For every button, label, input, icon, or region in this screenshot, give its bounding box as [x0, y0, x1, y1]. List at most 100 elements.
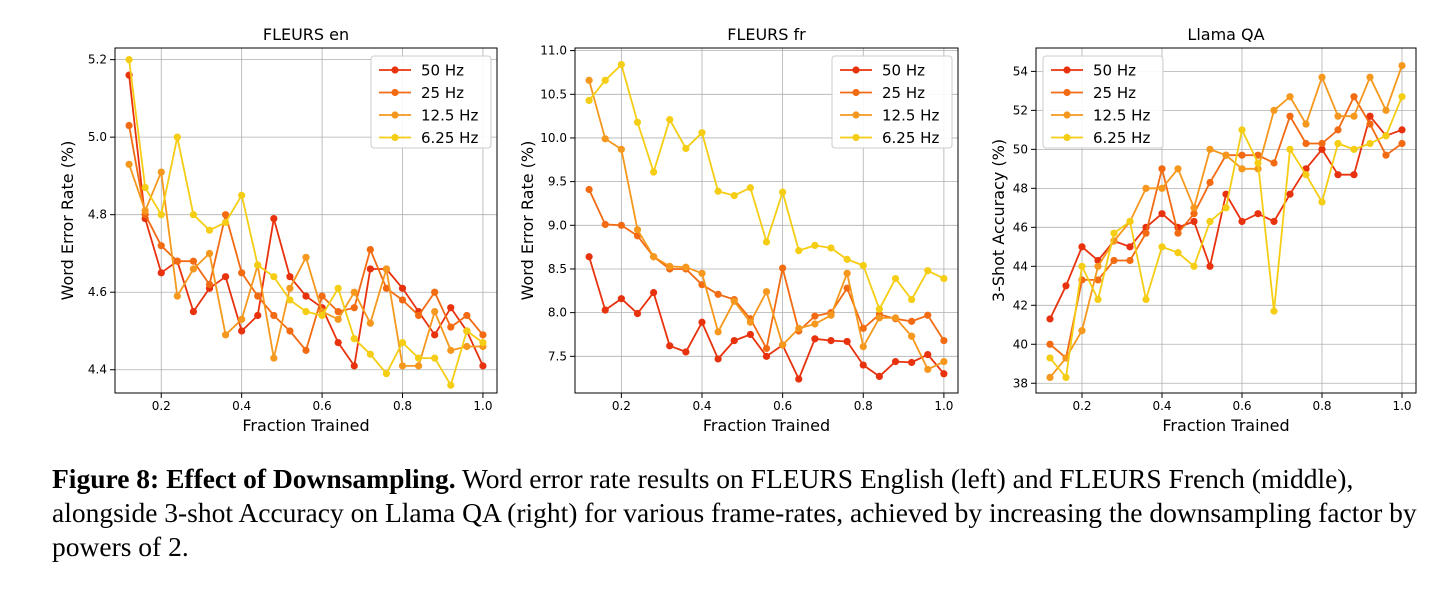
- data-point: [730, 336, 738, 345]
- y-tick-label: 5.0: [88, 130, 107, 144]
- legend-marker: [1063, 66, 1071, 74]
- data-point: [1206, 217, 1214, 226]
- data-point: [238, 315, 246, 323]
- y-tick-label: 9.5: [548, 175, 567, 189]
- data-point: [221, 273, 230, 281]
- data-point: [633, 309, 642, 318]
- legend-label: 25 Hz: [882, 84, 925, 102]
- data-point: [254, 292, 262, 300]
- data-point: [795, 375, 803, 383]
- legend-marker: [1063, 133, 1071, 142]
- data-point: [940, 274, 948, 283]
- data-point: [666, 116, 674, 124]
- data-point: [827, 336, 835, 345]
- y-tick-label: 8.0: [548, 306, 567, 320]
- y-tick-label: 52: [1013, 103, 1028, 117]
- data-point: [585, 96, 593, 105]
- data-point: [238, 269, 246, 277]
- data-point: [601, 76, 609, 84]
- data-point: [414, 311, 423, 320]
- data-point: [666, 342, 674, 350]
- data-point: [1286, 190, 1294, 198]
- caption-label: Figure 8:: [52, 463, 160, 494]
- data-point: [601, 306, 609, 314]
- data-point: [1126, 243, 1134, 251]
- data-point: [398, 339, 407, 347]
- data-point: [1190, 262, 1198, 270]
- data-point: [1238, 217, 1246, 226]
- data-point: [730, 297, 738, 305]
- data-point: [157, 168, 165, 176]
- data-point: [1286, 112, 1294, 120]
- data-point: [585, 253, 593, 261]
- data-point: [1142, 295, 1150, 304]
- data-point: [843, 269, 851, 277]
- legend-marker: [852, 66, 860, 74]
- data-point: [940, 336, 948, 345]
- data-point: [617, 60, 625, 69]
- data-point: [1158, 165, 1166, 173]
- charts-figure: 0.2 0.4 0.6 0.8 1.0 4.4 4.6 4.8 5.0 5.2 FLEURS en F…: [58, 25, 1417, 435]
- data-point: [924, 365, 932, 374]
- data-point: [447, 304, 455, 312]
- data-point: [1398, 139, 1406, 148]
- x-tick-label: 1.0: [1392, 399, 1411, 413]
- data-point: [779, 341, 787, 349]
- caption-text: Word error rate results on FLEURS Englis…: [52, 463, 1417, 562]
- data-point: [1286, 145, 1294, 153]
- legend-label: 12.5 Hz: [882, 107, 939, 125]
- x-axis-label: Fraction Trained: [703, 416, 830, 435]
- data-point: [414, 354, 423, 362]
- y-axis-label: Word Error Rate (%): [58, 141, 77, 301]
- data-point: [254, 311, 262, 320]
- data-point: [1094, 276, 1102, 284]
- legend-box: [370, 55, 492, 149]
- x-tick-label: 0.2: [152, 399, 171, 413]
- data-point: [1254, 210, 1262, 218]
- data-point: [617, 145, 625, 153]
- data-point: [779, 264, 787, 272]
- x-tick-label: 0.2: [612, 399, 631, 413]
- data-point: [366, 245, 374, 254]
- data-point: [714, 355, 722, 363]
- data-point: [1126, 256, 1134, 265]
- data-point: [779, 188, 787, 196]
- data-point: [141, 183, 149, 192]
- x-tick-label: 0.8: [854, 399, 873, 413]
- data-point: [366, 265, 374, 273]
- data-point: [1142, 229, 1150, 237]
- data-point: [1254, 159, 1262, 167]
- data-point: [1334, 112, 1342, 120]
- data-point: [1398, 126, 1406, 134]
- data-point: [238, 191, 246, 199]
- data-point: [463, 311, 471, 320]
- data-point: [859, 361, 867, 369]
- data-point: [238, 327, 246, 335]
- data-point: [859, 343, 867, 351]
- data-point: [1158, 243, 1166, 251]
- data-point: [811, 241, 819, 249]
- legend-label: 50 Hz: [882, 62, 925, 80]
- data-point: [286, 327, 294, 335]
- y-tick-label: 4.6: [88, 285, 107, 299]
- legend-label: 12.5 Hz: [421, 107, 478, 125]
- data-point: [1398, 93, 1406, 101]
- data-point: [463, 342, 471, 351]
- x-axis-label: Fraction Trained: [242, 416, 369, 435]
- data-point: [891, 314, 900, 322]
- data-point: [382, 265, 391, 273]
- data-point: [601, 135, 609, 143]
- legend-label: 12.5 Hz: [1093, 107, 1150, 125]
- legend-box: [831, 55, 953, 149]
- data-point: [205, 226, 214, 234]
- data-point: [1174, 229, 1182, 237]
- data-point: [762, 344, 771, 353]
- legend-label: 6.25 Hz: [421, 129, 478, 147]
- data-point: [125, 160, 133, 168]
- data-point: [1046, 340, 1054, 348]
- data-point: [714, 328, 722, 336]
- data-point: [875, 314, 883, 322]
- legend-label: 6.25 Hz: [882, 129, 939, 147]
- x-tick-label: 0.4: [232, 399, 251, 413]
- x-tick-label: 1.0: [473, 399, 492, 413]
